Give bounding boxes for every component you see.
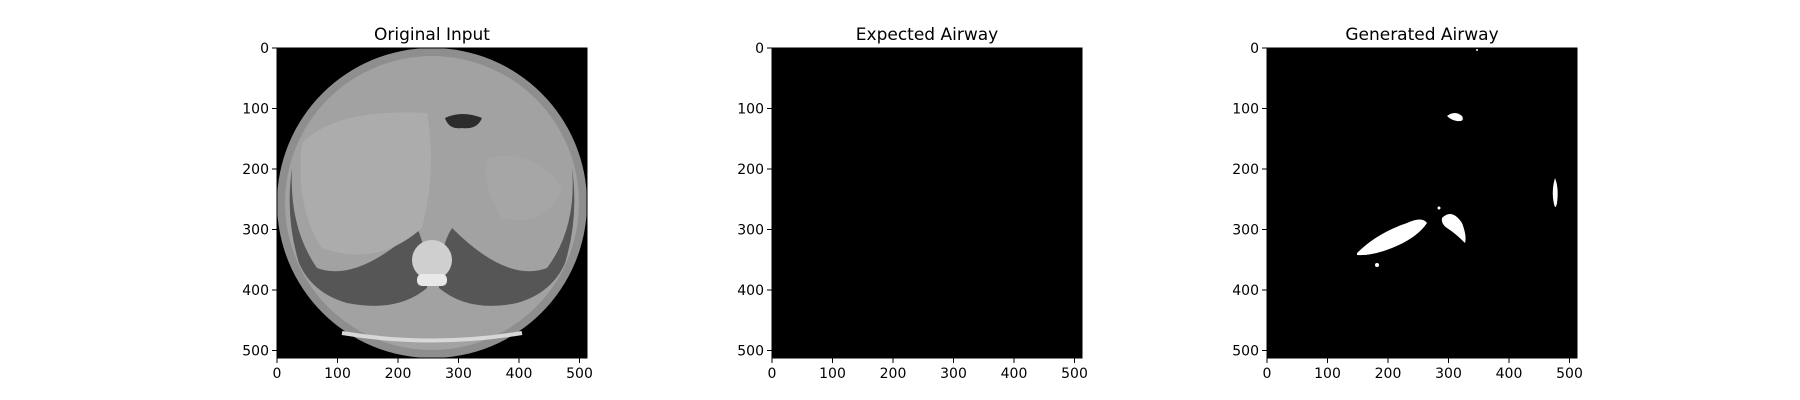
y-tick-label: 300	[1232, 223, 1259, 239]
y-axis: 0 100 200 300 400 500	[737, 41, 772, 360]
ct-right-lung	[439, 168, 575, 306]
y-tick-label: 400	[1232, 283, 1259, 299]
x-tick-label: 400	[1496, 366, 1523, 382]
panel-title: Expected Airway	[856, 25, 998, 45]
ct-spleen	[486, 156, 562, 220]
y-tick-label: 100	[242, 102, 269, 118]
mask-blob-right-edge	[1552, 178, 1558, 207]
x-axis: 0 100 200 300 400 500	[768, 358, 1088, 382]
y-tick-label: 200	[737, 162, 764, 178]
y-tick-label: 500	[242, 344, 269, 360]
ct-table-line	[341, 331, 523, 343]
x-tick-label: 300	[445, 366, 472, 382]
mask-speck	[1476, 49, 1478, 51]
ct-spine	[412, 240, 452, 280]
x-tick-label: 0	[768, 366, 777, 382]
x-tick-label: 100	[819, 366, 846, 382]
y-tick-label: 400	[242, 283, 269, 299]
generated-mask-background	[1267, 48, 1577, 358]
x-tick-label: 400	[506, 366, 533, 382]
ct-left-lung	[289, 168, 427, 306]
x-axis: 0 100 200 300 400 500	[1263, 358, 1583, 382]
ct-image	[277, 48, 587, 358]
y-tick-label: 100	[737, 102, 764, 118]
panel-generated-airway: Generated Airway 0 100 200 300 400 500	[1232, 25, 1583, 382]
mask-blob-left-branch	[1357, 219, 1427, 256]
x-tick-label: 200	[385, 366, 412, 382]
x-axis: 0 100 200 300 400 500	[273, 358, 593, 382]
x-tick-label: 500	[1061, 366, 1088, 382]
axes-frame	[1266, 47, 1578, 359]
y-axis: 0 100 200 300 400 500	[1232, 41, 1267, 360]
panel-title: Generated Airway	[1345, 25, 1498, 45]
y-tick-label: 200	[1232, 162, 1259, 178]
x-tick-label: 500	[566, 366, 593, 382]
y-tick-label: 400	[737, 283, 764, 299]
y-tick-label: 100	[1232, 102, 1259, 118]
x-tick-label: 0	[273, 366, 282, 382]
panel-title: Original Input	[374, 25, 490, 45]
y-tick-label: 500	[737, 344, 764, 360]
expected-mask-image	[772, 48, 1082, 358]
ct-stomach-air	[445, 114, 482, 129]
mask-blob-center	[1441, 214, 1466, 243]
y-tick-label: 0	[1250, 41, 1259, 57]
y-tick-label: 500	[1232, 344, 1259, 360]
generated-mask-image	[1267, 48, 1577, 358]
panel-expected-airway: Expected Airway 0 100 200 300 400 500 0 …	[737, 25, 1088, 382]
x-tick-label: 500	[1556, 366, 1583, 382]
panel-original-input: Original Input 0 100 200 300 400	[242, 25, 593, 382]
x-tick-label: 400	[1001, 366, 1028, 382]
y-tick-label: 300	[737, 223, 764, 239]
axes-frame	[276, 47, 588, 359]
y-axis: 0 100 200 300 400 500	[242, 41, 277, 360]
y-tick-label: 200	[242, 162, 269, 178]
mask-speck	[1375, 263, 1379, 267]
x-tick-label: 300	[940, 366, 967, 382]
x-tick-label: 100	[324, 366, 351, 382]
axes-frame	[771, 47, 1083, 359]
ct-vertebra	[417, 274, 447, 286]
ct-liver	[300, 112, 431, 255]
y-tick-label: 0	[755, 41, 764, 57]
mask-speck	[1437, 206, 1441, 210]
x-tick-label: 0	[1263, 366, 1272, 382]
x-tick-label: 100	[1314, 366, 1341, 382]
mask-blob-top	[1447, 113, 1463, 122]
x-tick-label: 200	[1375, 366, 1402, 382]
y-tick-label: 0	[260, 41, 269, 57]
x-tick-label: 200	[880, 366, 907, 382]
y-tick-label: 300	[242, 223, 269, 239]
x-tick-label: 300	[1435, 366, 1462, 382]
